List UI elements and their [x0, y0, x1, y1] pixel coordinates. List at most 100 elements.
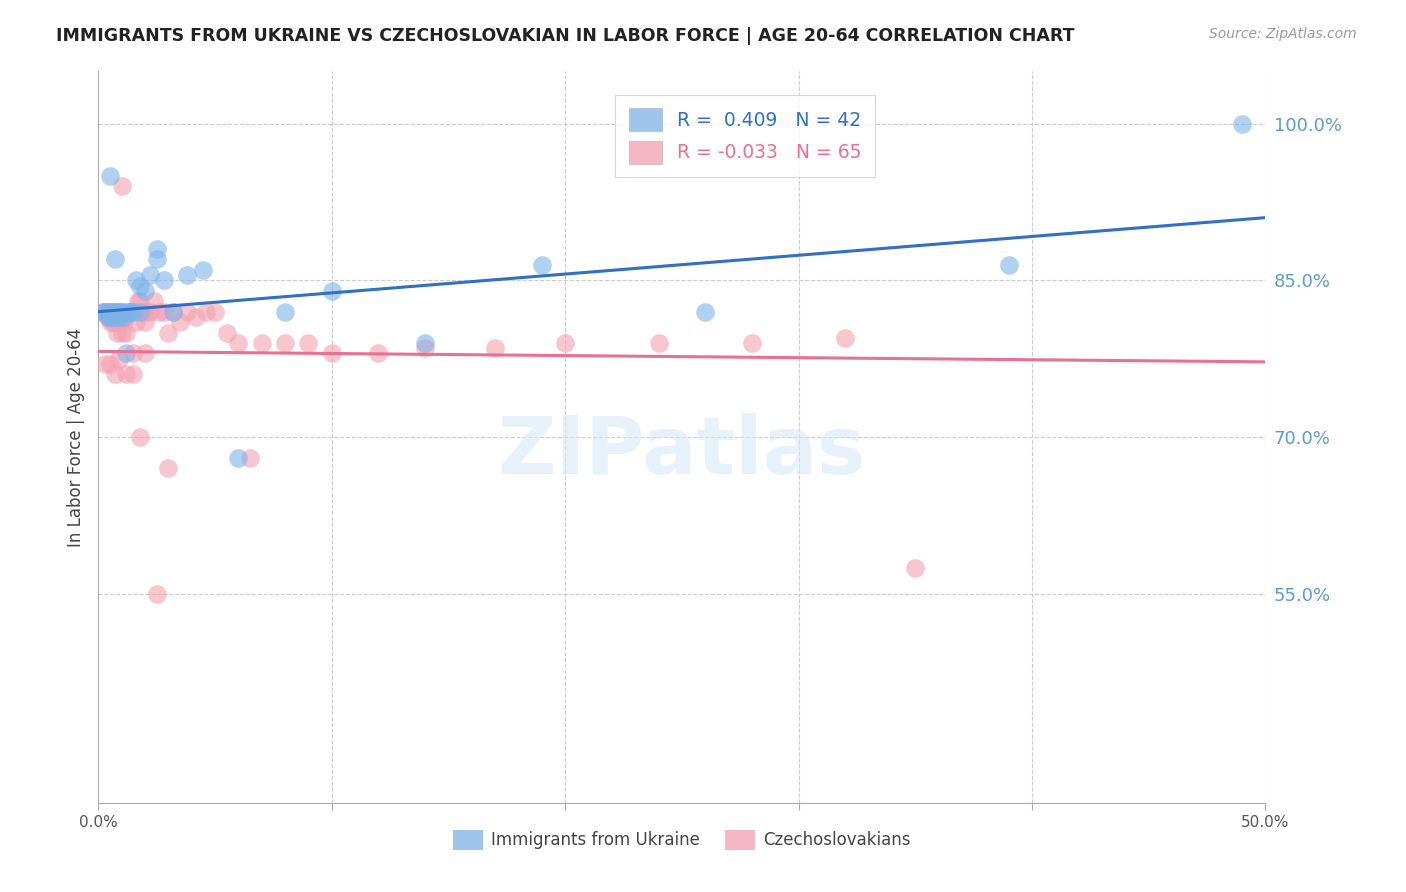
- Point: [91, 304, 114, 318]
- Point: [129, 278, 152, 293]
- Point: [94, 357, 117, 371]
- Point: [91, 304, 114, 318]
- Point: [228, 450, 250, 465]
- Point: [115, 304, 138, 318]
- Point: [118, 304, 141, 318]
- Point: [98, 357, 121, 371]
- Point: [108, 315, 131, 329]
- Point: [97, 304, 120, 318]
- Point: [104, 315, 127, 329]
- Point: [122, 346, 145, 360]
- Point: [152, 273, 174, 287]
- Point: [139, 268, 162, 282]
- Point: [115, 326, 138, 340]
- Point: [215, 326, 238, 340]
- Point: [111, 326, 134, 340]
- Point: [997, 258, 1019, 272]
- Point: [104, 252, 127, 267]
- Point: [122, 368, 145, 382]
- Point: [120, 304, 142, 318]
- Point: [413, 336, 436, 351]
- Point: [136, 304, 159, 318]
- Point: [105, 315, 128, 329]
- Point: [146, 587, 169, 601]
- Point: [129, 430, 152, 444]
- Point: [647, 336, 669, 351]
- Point: [104, 368, 127, 382]
- Point: [176, 304, 198, 318]
- Point: [112, 310, 135, 324]
- Point: [111, 304, 134, 318]
- Point: [112, 315, 135, 329]
- Point: [97, 310, 120, 324]
- Point: [120, 304, 142, 318]
- Point: [127, 294, 149, 309]
- Point: [101, 304, 124, 318]
- Point: [108, 351, 131, 366]
- Point: [132, 304, 155, 318]
- Point: [193, 263, 215, 277]
- Point: [98, 169, 121, 183]
- Point: [104, 304, 127, 318]
- Point: [274, 336, 297, 351]
- Point: [554, 336, 576, 351]
- Point: [105, 326, 128, 340]
- Point: [148, 304, 170, 318]
- Point: [139, 304, 162, 318]
- Point: [101, 315, 124, 329]
- Point: [741, 336, 763, 351]
- Point: [250, 336, 273, 351]
- Point: [104, 304, 127, 318]
- Point: [157, 461, 180, 475]
- Point: [413, 341, 436, 355]
- Text: IMMIGRANTS FROM UKRAINE VS CZECHOSLOVAKIAN IN LABOR FORCE | AGE 20-64 CORRELATIO: IMMIGRANTS FROM UKRAINE VS CZECHOSLOVAKI…: [56, 27, 1074, 45]
- Point: [115, 368, 138, 382]
- Point: [97, 310, 120, 324]
- Point: [111, 304, 134, 318]
- Point: [176, 268, 198, 282]
- Point: [134, 315, 156, 329]
- Point: [108, 310, 131, 324]
- Point: [239, 450, 262, 465]
- Point: [98, 315, 121, 329]
- Point: [98, 310, 121, 324]
- Point: [186, 310, 208, 324]
- Point: [530, 258, 553, 272]
- Point: [143, 294, 166, 309]
- Point: [101, 310, 124, 324]
- Point: [157, 326, 180, 340]
- Point: [118, 304, 141, 318]
- Point: [105, 310, 128, 324]
- Point: [105, 304, 128, 318]
- Point: [125, 315, 148, 329]
- Point: [834, 331, 856, 345]
- Point: [321, 346, 343, 360]
- Point: [125, 273, 148, 287]
- Point: [484, 341, 506, 355]
- Point: [695, 304, 717, 318]
- Point: [146, 252, 169, 267]
- Point: [321, 284, 343, 298]
- Point: [204, 304, 226, 318]
- Point: [98, 304, 121, 318]
- Point: [115, 346, 138, 360]
- Point: [1230, 117, 1253, 131]
- Text: ZIPatlas: ZIPatlas: [498, 413, 866, 491]
- Point: [98, 304, 121, 318]
- Legend: Immigrants from Ukraine, Czechoslovakians: Immigrants from Ukraine, Czechoslovakian…: [446, 823, 918, 856]
- Point: [146, 242, 169, 256]
- Point: [108, 304, 131, 318]
- Point: [152, 304, 174, 318]
- Point: [111, 179, 134, 194]
- Point: [162, 304, 184, 318]
- Point: [169, 315, 191, 329]
- Point: [904, 560, 927, 574]
- Point: [104, 310, 127, 324]
- Point: [101, 304, 124, 318]
- Point: [134, 346, 156, 360]
- Point: [194, 304, 217, 318]
- Point: [162, 304, 184, 318]
- Point: [134, 284, 156, 298]
- Point: [122, 304, 145, 318]
- Point: [297, 336, 319, 351]
